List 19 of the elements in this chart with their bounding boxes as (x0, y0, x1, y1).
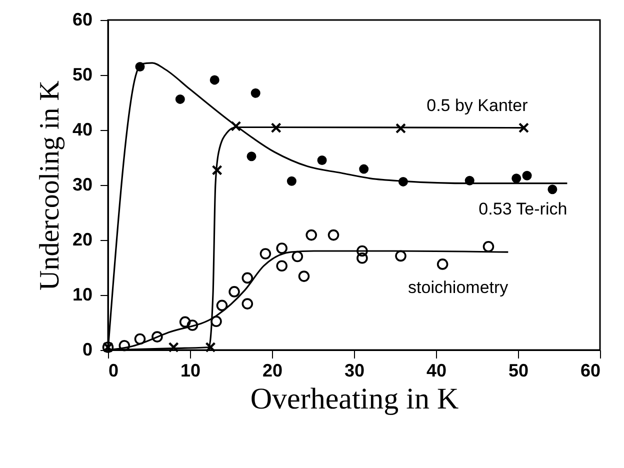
x-tick-label: 50 (508, 360, 529, 380)
y-tick-label: 20 (72, 230, 92, 250)
y-tick-label: 60 (72, 10, 92, 30)
x-tick-label: 20 (262, 360, 283, 380)
y-tick-label: 10 (72, 284, 92, 304)
x-tick-label: 30 (344, 360, 365, 380)
x-axis-title: Overheating in K (250, 382, 459, 416)
y-tick-label: 40 (72, 120, 92, 140)
x-tick-label: 40 (426, 360, 447, 380)
y-tick-label: 50 (72, 64, 92, 84)
series-label: 0.53 Te-rich (478, 199, 568, 218)
x-tick-label: 10 (180, 360, 201, 380)
series-label: stoichiometry (408, 278, 509, 298)
y-axis-title: Undercooling in K (34, 80, 66, 290)
series-label: 0.5 by Kanter (426, 96, 528, 115)
y-tick-label: 0 (82, 340, 92, 360)
x-tick-label: 0 (108, 360, 119, 380)
x-tick-label: 60 (580, 360, 600, 380)
y-tick-label: 30 (72, 174, 92, 194)
